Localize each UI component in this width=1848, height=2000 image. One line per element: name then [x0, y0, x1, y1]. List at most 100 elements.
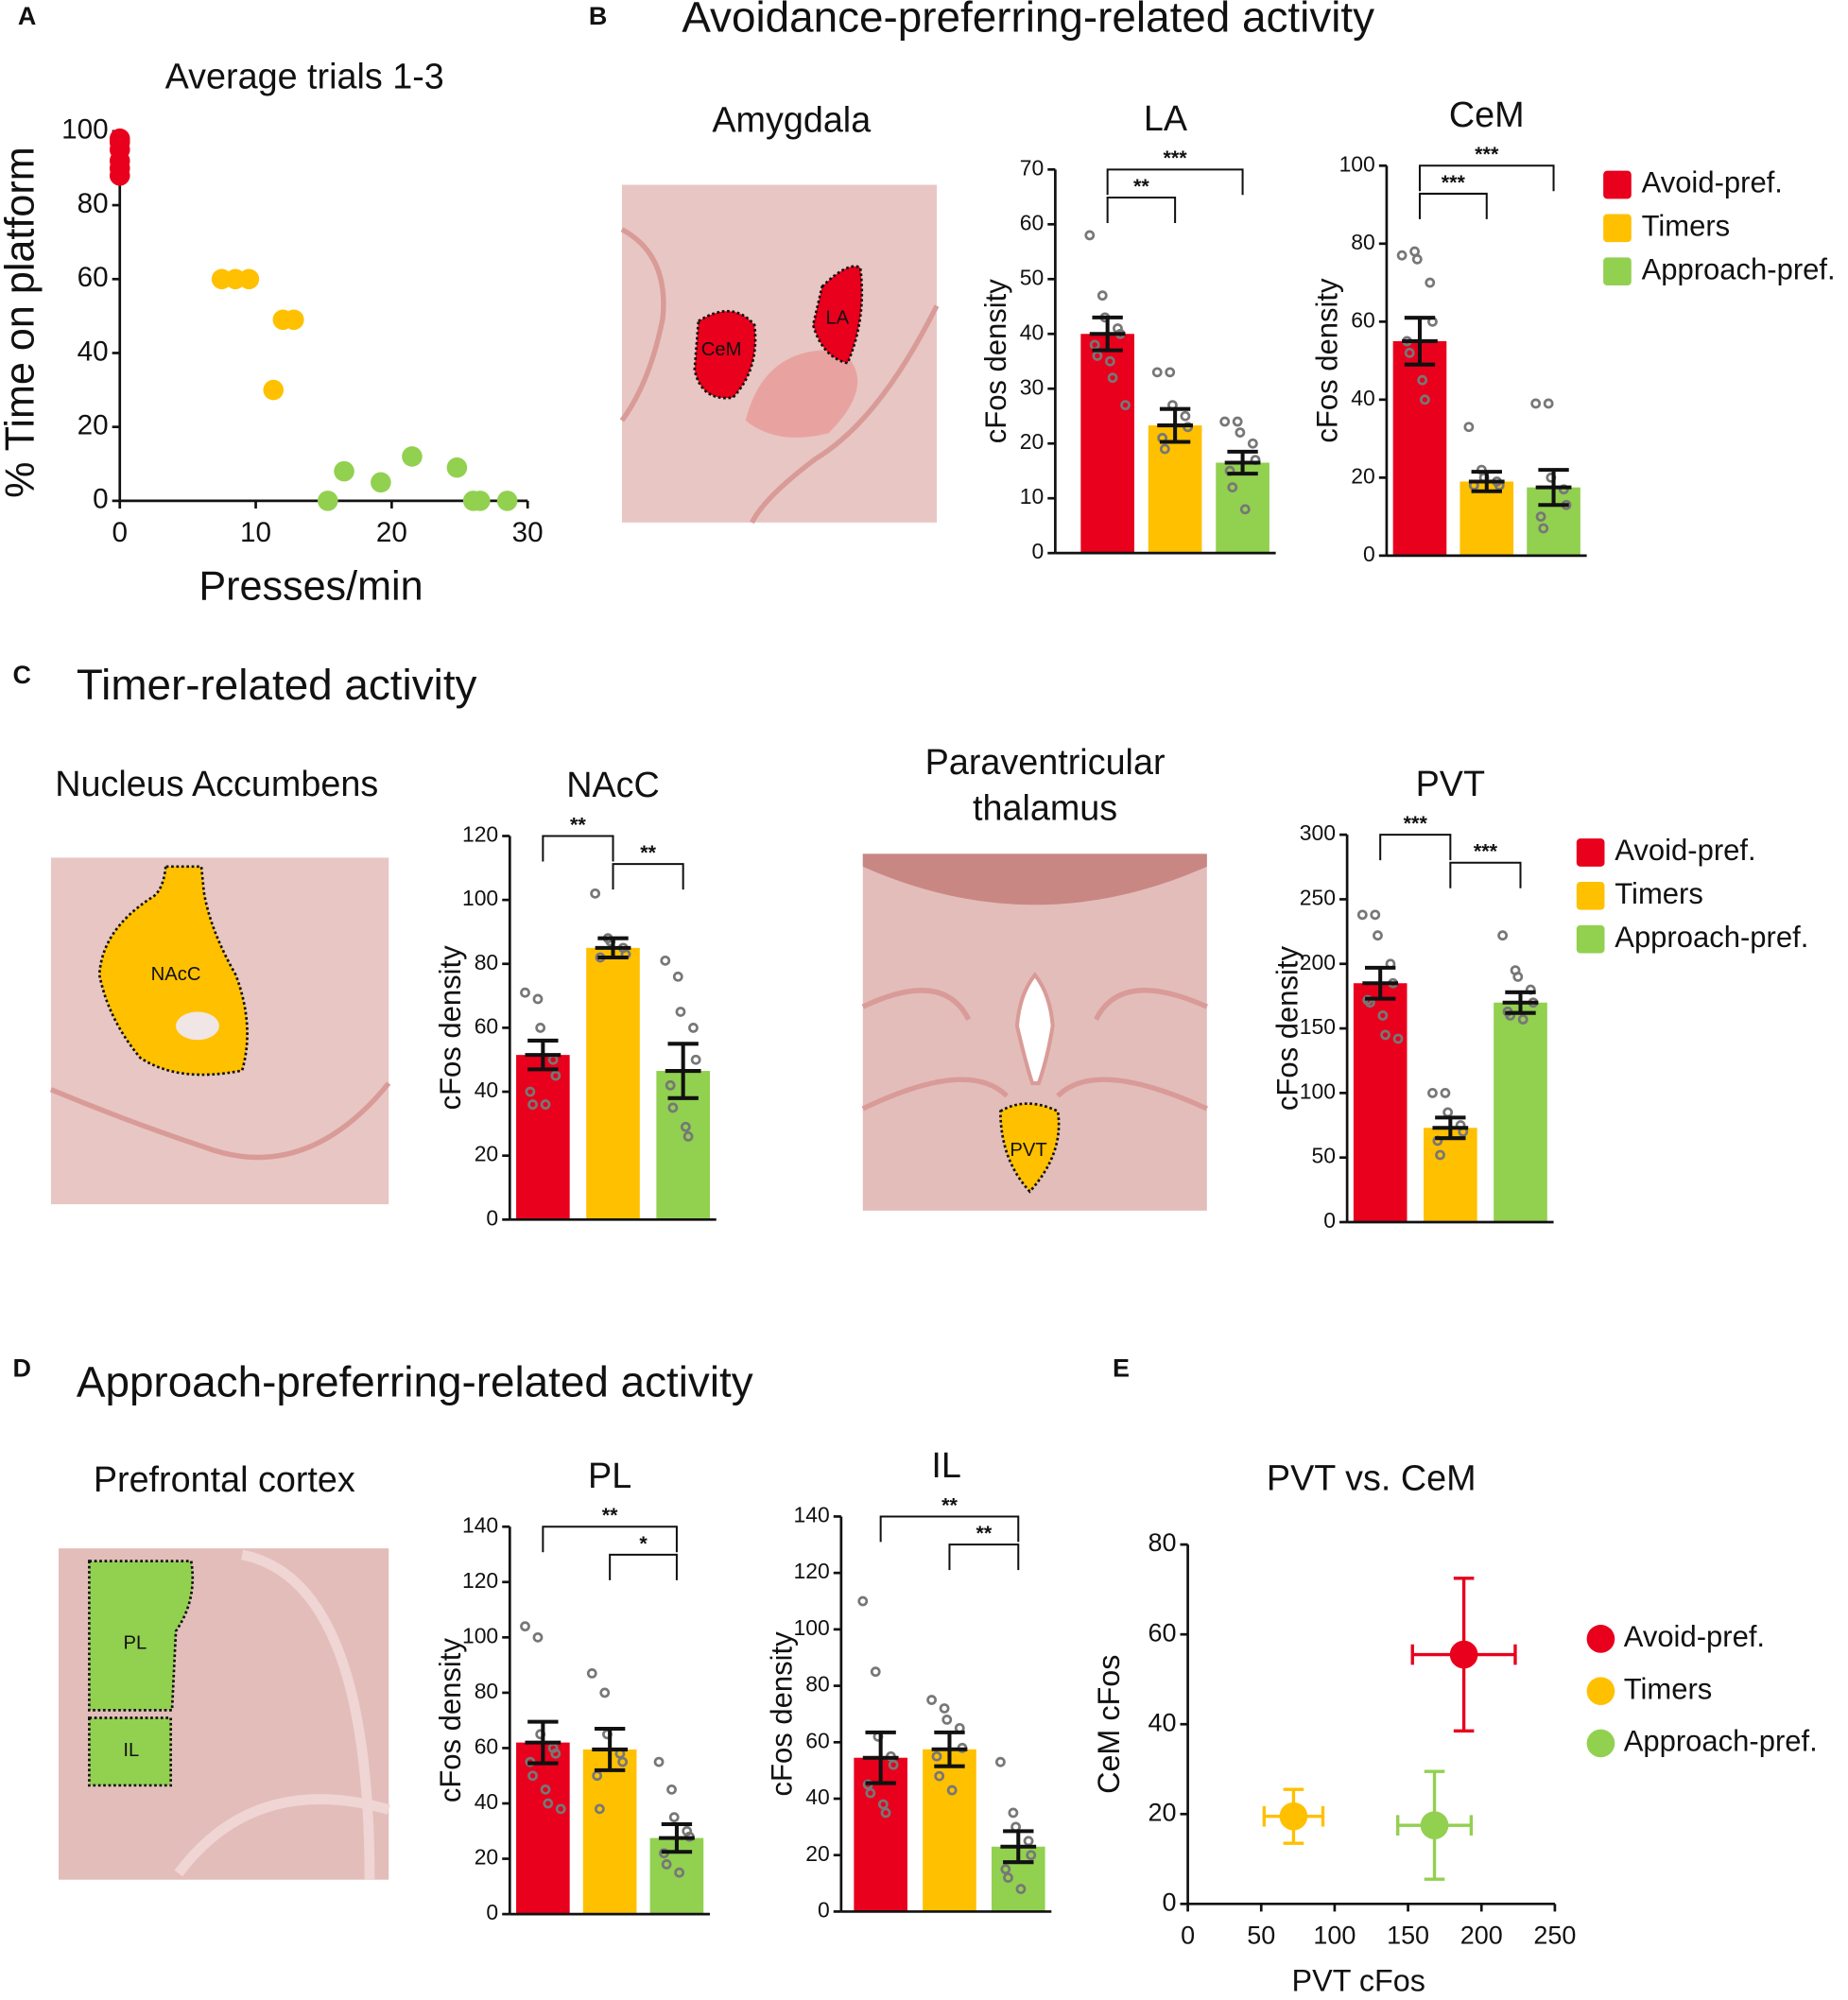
- tissue: [621, 184, 937, 523]
- data-point: [1235, 427, 1246, 439]
- data-point: [667, 1102, 679, 1113]
- area-label: CeM: [701, 339, 742, 360]
- data-point: [594, 1803, 605, 1815]
- significance-label: ***: [1404, 811, 1428, 835]
- y-axis-label: cFos density: [434, 1638, 467, 1803]
- data-point: [520, 1621, 530, 1632]
- y-tick-label: 0: [486, 1205, 498, 1230]
- significance-label: ***: [1164, 146, 1188, 169]
- y-tick-label: 30: [1020, 374, 1044, 399]
- significance-label: ***: [1474, 839, 1498, 863]
- y-tick-label: 20: [1148, 1798, 1176, 1826]
- data-point: [1239, 504, 1251, 515]
- data-point: [520, 987, 530, 998]
- significance-bracket: [1106, 168, 1244, 196]
- y-tick-label: 100: [462, 886, 498, 910]
- data-point: [1497, 930, 1509, 941]
- y-tick-label: 80: [475, 950, 498, 974]
- bar: [586, 947, 640, 1220]
- significance-bracket: [948, 1543, 1020, 1571]
- significance-bracket: [609, 1553, 678, 1580]
- x-tick-label: 50: [1247, 1922, 1275, 1950]
- data-point: [1404, 347, 1415, 358]
- chart-title: LA: [1144, 98, 1188, 138]
- data-point: [1232, 416, 1243, 427]
- y-tick-label: 0: [1323, 1208, 1336, 1233]
- data-point: [1023, 1836, 1034, 1847]
- x-tick-label: 150: [1387, 1922, 1429, 1950]
- bar: [1424, 1128, 1477, 1223]
- y-tick-label: 120: [462, 822, 498, 847]
- data-point: [1419, 394, 1430, 405]
- y-tick-label: 40: [1351, 386, 1374, 410]
- data-point: [1442, 1107, 1454, 1118]
- cem-area: [693, 309, 757, 400]
- bar: [1494, 1002, 1547, 1223]
- ventricle: [1014, 972, 1055, 1086]
- y-tick-label: 250: [1300, 885, 1336, 909]
- data-point: [1427, 1087, 1438, 1098]
- data-point: [446, 457, 468, 478]
- data-point: [263, 379, 285, 401]
- y-axis-label: cFos density: [1271, 946, 1304, 1112]
- data-point: [238, 268, 260, 290]
- heading: Timer-related activity: [77, 661, 477, 709]
- error-bar: [1000, 1829, 1037, 1865]
- data-point: [672, 971, 683, 982]
- data-point: [1026, 1850, 1037, 1861]
- data-point: [653, 1756, 665, 1767]
- data-point: [550, 1748, 561, 1759]
- contour: [750, 304, 940, 525]
- y-tick-label: 40: [1020, 319, 1044, 344]
- data-point: [284, 309, 304, 331]
- data-point: [666, 1784, 677, 1795]
- data-point: [1084, 230, 1096, 241]
- error-bar: [1224, 449, 1261, 476]
- y-tick-label: 50: [1020, 265, 1044, 289]
- data-point: [931, 1750, 942, 1762]
- y-tick-label: 40: [805, 1784, 829, 1809]
- y-tick-label: 40: [475, 1078, 498, 1102]
- data-point: [1409, 246, 1420, 257]
- significance-label: **: [941, 1492, 958, 1516]
- data-point: [599, 1687, 611, 1698]
- y-tick-label: 140: [794, 1503, 830, 1527]
- x-axis-label: PVT cFos: [1292, 1963, 1425, 1997]
- bar: [1080, 334, 1134, 554]
- error-bar: [1468, 470, 1505, 493]
- heading: Approach-preferring-related activity: [77, 1358, 753, 1406]
- data-point: [109, 128, 130, 149]
- y-tick-label: 60: [1020, 210, 1044, 234]
- data-point: [1463, 422, 1475, 433]
- data-point: [617, 1756, 629, 1767]
- legend-swatch: [1603, 170, 1632, 199]
- data-point: [470, 491, 491, 511]
- data-point: [1449, 1640, 1478, 1669]
- chart-title: Average trials 1-3: [165, 57, 444, 96]
- data-point: [1377, 1010, 1389, 1021]
- x-tick-label: 200: [1460, 1922, 1503, 1950]
- data-point: [660, 955, 671, 966]
- x-tick-label: 0: [1181, 1922, 1195, 1950]
- data-point: [1538, 523, 1549, 534]
- legend-label: Avoid-pref.: [1615, 834, 1755, 867]
- panel-letter: A: [18, 2, 36, 30]
- nucleus: [745, 350, 858, 438]
- data-point: [1120, 400, 1131, 411]
- x-tick-label: 250: [1533, 1922, 1576, 1950]
- data-point: [1159, 443, 1170, 455]
- x-tick-label: 100: [1313, 1922, 1356, 1950]
- legend-swatch: [1603, 257, 1632, 286]
- y-axis-label: cFos density: [979, 279, 1012, 444]
- panel-letter: D: [12, 1354, 30, 1383]
- significance-bracket: [1106, 196, 1177, 223]
- y-tick-label: 0: [486, 1900, 498, 1924]
- contour: [174, 1549, 390, 1880]
- la-area: [811, 265, 864, 365]
- data-point: [527, 1099, 538, 1110]
- contour: [49, 1081, 391, 1161]
- data-point: [540, 1784, 551, 1795]
- y-tick-label: 80: [1148, 1528, 1176, 1557]
- legend-label: Approach-pref.: [1642, 252, 1836, 285]
- chart-title: PVT: [1416, 764, 1485, 803]
